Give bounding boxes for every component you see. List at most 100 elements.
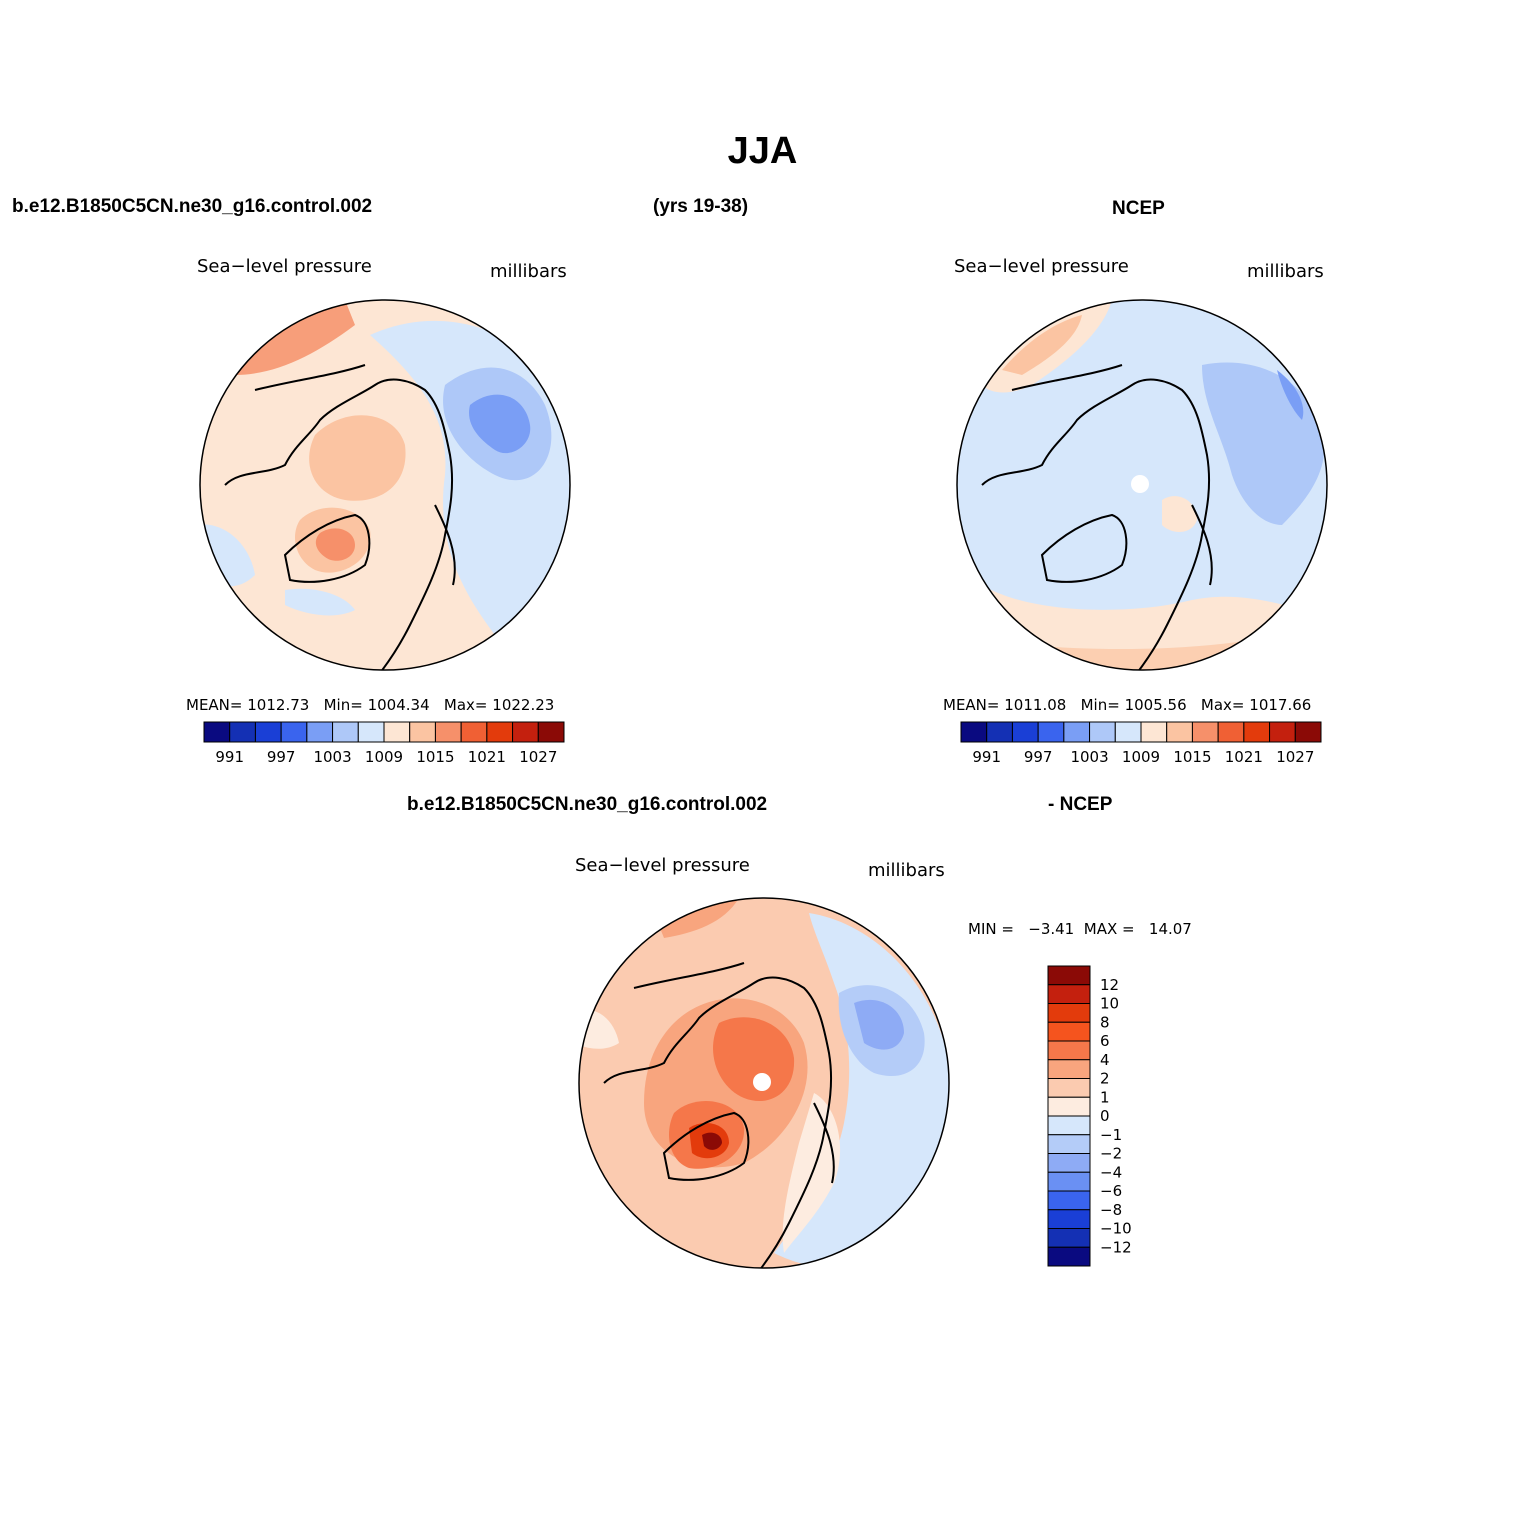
obs-name-title: NCEP [1112,198,1165,219]
min-value: −3.41 [1028,920,1075,938]
mean-label: MEAN= [943,696,1000,714]
years-title: (yrs 19-38) [653,196,749,217]
max-value: 14.07 [1148,920,1192,938]
min-value: 1004.34 [367,696,430,714]
field-low-east-3 [854,999,904,1050]
field-high-nw-core [1002,315,1082,375]
mean-value: 1011.08 [1004,696,1067,714]
obs-units-label: millibars [1247,261,1324,282]
diff-case-title: b.e12.B1850C5CN.ne30_g16.control.002 [407,794,768,815]
colorbar-tick-label: 1 [1100,1088,1110,1106]
colorbar-tick-label: −12 [1100,1238,1132,1256]
colorbar-swatch [1294,721,1322,743]
field-low-s [285,588,355,616]
colorbar-swatch [1047,1115,1091,1136]
colorbar-swatch [512,721,539,743]
colorbar-tick-label: −8 [1100,1201,1122,1219]
min-label: Min= [323,696,363,714]
colorbar-tick-label: 2 [1100,1070,1110,1088]
colorbar-tick-label: −1 [1100,1126,1122,1144]
mean-value: 1012.73 [247,696,310,714]
obs-variable-label: Sea−level pressure [954,256,1129,277]
colorbar-swatch [306,721,334,743]
colorbar-tick-label: 1015 [1173,748,1211,766]
max-value: 1022.23 [492,696,555,714]
colorbar-tick-label: 4 [1100,1051,1110,1069]
max-value: 1017.66 [1249,696,1312,714]
obs-colorbar: 991997100310091015102110271033 [960,721,1322,766]
colorbar-swatch [1047,1228,1091,1248]
colorbar-swatch [1047,1246,1091,1267]
colorbar-tick-label: 1003 [1070,748,1108,766]
colorbar-tick-label: 1009 [365,748,403,766]
colorbar-tick-label: 991 [972,748,1001,766]
min-value: 1005.56 [1124,696,1187,714]
colorbar-swatch [229,721,256,743]
obs-stats: MEAN= 1011.08 Min= 1005.56 Max= 1017.66 [943,696,1311,714]
colorbar-swatch [1047,1078,1091,1098]
colorbar-swatch [1047,1190,1091,1211]
colorbar-swatch [1037,721,1065,743]
colorbar-swatch [1243,721,1271,743]
colorbar-tick-label: 1009 [1122,748,1160,766]
colorbar-swatch [280,721,308,743]
colorbar-tick-label: 1003 [313,748,351,766]
colorbar-swatch [434,721,462,743]
coast-outline [603,962,835,1268]
colorbar-swatch [1047,965,1091,986]
colorbar-swatch [1140,721,1168,743]
min-label: Min= [1080,696,1120,714]
colorbar-tick-label: −10 [1100,1220,1132,1238]
colorbar-swatch [1089,721,1116,743]
colorbar-swatch [960,721,988,743]
field-high-greenland-3 [702,1132,722,1150]
field-high-mid [1162,496,1197,532]
max-label: MAX = [1083,920,1135,938]
model-units-label: millibars [490,261,567,282]
colorbar-tick-label: 8 [1100,1013,1110,1031]
colorbar-swatch [203,721,231,743]
colorbar-swatch [254,721,282,743]
colorbar-swatch [1047,1040,1091,1061]
coast-outline [981,364,1213,670]
colorbar-tick-label: 12 [1100,976,1119,994]
field-low-east-core [1277,370,1304,420]
coast-outline [224,364,456,670]
colorbar-swatch [1047,1153,1091,1173]
colorbar-swatch [1047,1059,1091,1079]
diff-variable-label: Sea−level pressure [575,855,750,876]
figure-title: JJA [727,130,798,172]
diff-units-label: millibars [868,860,945,881]
colorbar-tick-label: 10 [1100,995,1119,1013]
colorbar-swatch [1011,721,1039,743]
colorbar-tick-label: −2 [1100,1145,1122,1163]
colorbar-swatch [1063,721,1091,743]
colorbar-tick-label: 991 [215,748,244,766]
colorbar-swatch [1047,1209,1091,1229]
colorbar-swatch [1217,721,1245,743]
colorbar-swatch [1047,1134,1091,1154]
pole-hole [1131,475,1149,493]
model-variable-label: Sea−level pressure [197,256,372,277]
field-high-nw [235,300,355,375]
colorbar-tick-label: 997 [267,748,296,766]
case-name-title: b.e12.B1850C5CN.ne30_g16.control.002 [12,196,373,217]
colorbar-swatch [1191,721,1219,743]
colorbar-swatch [1047,1021,1091,1042]
field-low-east-3 [469,394,531,454]
max-label: Max= [443,696,488,714]
min-label: MIN = [968,920,1014,938]
colorbar-swatch [1114,721,1142,743]
colorbar-swatch [383,721,411,743]
colorbar-swatch [1047,1003,1091,1023]
max-label: Max= [1200,696,1245,714]
obs-polar-map [956,299,1328,671]
diff-polar-map [578,897,950,1269]
model-colorbar: 991997100310091015102110271033 [203,721,565,766]
field-high-center [309,415,406,501]
colorbar-tick-label: −6 [1100,1182,1122,1200]
field-high-greenland-core [315,528,355,561]
model-polar-map [199,299,571,671]
colorbar-tick-label: 0 [1100,1107,1110,1125]
